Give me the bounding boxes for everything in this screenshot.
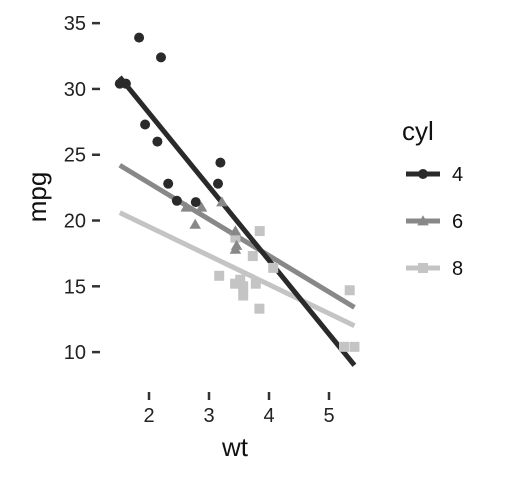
point-cyl-4 xyxy=(163,178,174,189)
fit-line-cyl-4 xyxy=(117,75,357,367)
legend-key-marker-cyl-8 xyxy=(418,263,428,273)
point-cyl-6 xyxy=(195,201,208,212)
point-cyl-8 xyxy=(238,281,249,292)
y-tick-label: 10 xyxy=(64,342,86,364)
legend: cyl 4 6 8 xyxy=(402,116,463,280)
point-cyl-8 xyxy=(235,274,246,285)
point-cyl-4 xyxy=(152,136,163,147)
point-cyl-4 xyxy=(140,119,151,130)
x-axis: 2 3 4 5 xyxy=(143,392,335,427)
point-cyl-6 xyxy=(180,201,192,212)
y-tick-label: 20 xyxy=(64,211,86,233)
y-tick-label: 30 xyxy=(64,79,86,101)
point-cyl-8 xyxy=(250,278,261,289)
fit-line-cyl-8 xyxy=(118,210,356,329)
x-tick-label: 2 xyxy=(143,405,154,427)
x-tick-label: 4 xyxy=(263,405,274,427)
point-cyl-8 xyxy=(238,290,249,301)
data-points xyxy=(114,32,360,352)
point-cyl-4 xyxy=(114,78,125,89)
legend-label-cyl-4: 4 xyxy=(452,164,463,186)
point-cyl-8 xyxy=(230,278,241,289)
point-cyl-4 xyxy=(171,195,182,206)
point-cyl-8 xyxy=(268,262,279,273)
point-cyl-6 xyxy=(216,196,228,207)
point-cyl-4 xyxy=(156,52,166,63)
point-cyl-4 xyxy=(190,197,201,208)
point-cyl-8 xyxy=(254,303,265,314)
y-tick-label: 35 xyxy=(64,13,86,35)
legend-key-marker-cyl-4 xyxy=(418,169,428,179)
legend-label-cyl-8: 8 xyxy=(452,258,463,280)
y-axis: 10 15 20 25 30 35 xyxy=(64,13,100,364)
point-cyl-8 xyxy=(247,251,258,262)
regression-lines xyxy=(117,75,357,367)
legend-title: cyl xyxy=(402,116,434,146)
point-cyl-4 xyxy=(134,32,145,43)
legend-key-marker-cyl-6 xyxy=(417,215,429,226)
legend-label-cyl-6: 6 xyxy=(452,211,463,233)
point-cyl-6 xyxy=(229,243,242,254)
point-cyl-8 xyxy=(254,226,265,237)
point-cyl-4 xyxy=(215,157,226,168)
point-cyl-8 xyxy=(344,285,355,296)
y-tick-label: 15 xyxy=(64,276,86,298)
y-tick-label: 25 xyxy=(64,145,86,167)
x-tick-label: 3 xyxy=(203,405,214,427)
point-cyl-8 xyxy=(214,270,225,281)
point-cyl-8 xyxy=(230,232,241,243)
y-axis-title: mpg xyxy=(22,172,52,223)
point-cyl-6 xyxy=(229,225,242,236)
x-axis-title: wt xyxy=(221,432,249,462)
x-tick-label: 5 xyxy=(323,405,334,427)
point-cyl-4 xyxy=(213,178,223,189)
point-cyl-8 xyxy=(349,341,360,352)
point-cyl-8 xyxy=(339,341,349,352)
point-cyl-6 xyxy=(189,218,201,229)
